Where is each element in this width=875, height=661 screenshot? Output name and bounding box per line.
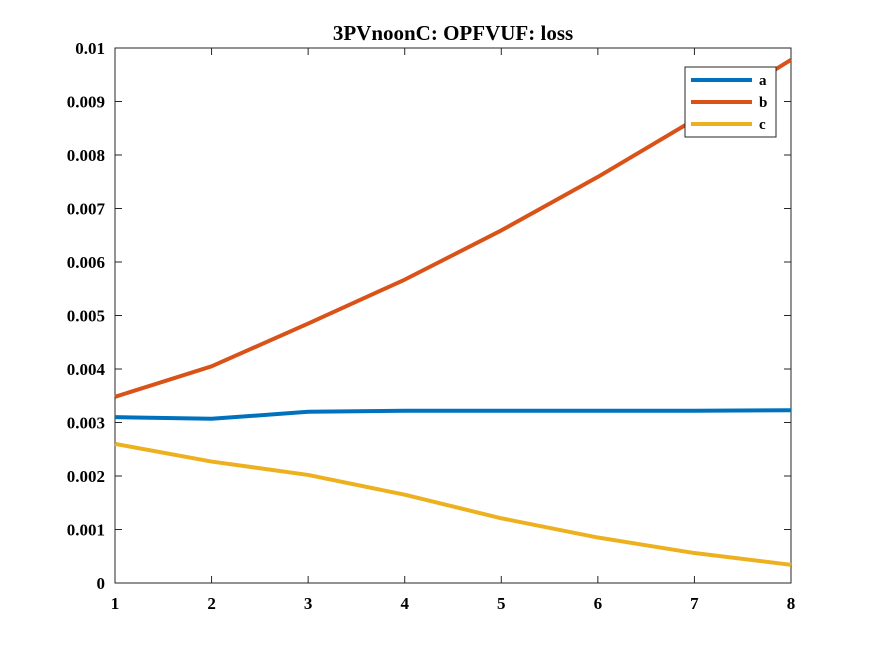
chart-title: 3PVnoonC: OPFVUF: loss [333, 21, 573, 45]
y-tick-label: 0.001 [67, 521, 105, 540]
y-tick-label: 0.009 [67, 93, 105, 112]
y-tick-label: 0.005 [67, 307, 105, 326]
series-lines [114, 58, 793, 567]
y-tick-label: 0.002 [67, 467, 105, 486]
series-line-a [114, 408, 792, 421]
series-line-c [114, 441, 792, 567]
x-axis: 1 2 3 4 5 6 7 8 [111, 48, 796, 613]
x-tick-label: 2 [207, 594, 216, 613]
x-tick-label: 4 [400, 594, 409, 613]
y-tick-label: 0 [97, 574, 106, 593]
x-tick-label: 5 [497, 594, 506, 613]
legend-label-b: b [759, 95, 767, 111]
x-tick-label: 6 [594, 594, 603, 613]
y-tick-label: 0.01 [75, 39, 105, 58]
x-tick-label: 7 [690, 594, 699, 613]
x-tick-label: 3 [304, 594, 313, 613]
y-tick-label: 0.003 [67, 414, 105, 433]
y-axis: 0 0.001 0.002 0.003 0.004 0.005 0.006 0.007 0.00… [67, 39, 791, 593]
legend-label-c: c [759, 117, 766, 133]
series-line-b [114, 58, 793, 399]
y-tick-label: 0.008 [67, 146, 105, 165]
legend: abc [684, 66, 777, 138]
y-tick-label: 0.006 [67, 253, 105, 272]
y-tick-label: 0.004 [67, 360, 106, 379]
plot-area [114, 47, 792, 584]
x-tick-label: 8 [787, 594, 796, 613]
legend-label-a: a [759, 73, 767, 89]
y-tick-label: 0.007 [67, 200, 106, 219]
x-tick-label: 1 [111, 594, 120, 613]
